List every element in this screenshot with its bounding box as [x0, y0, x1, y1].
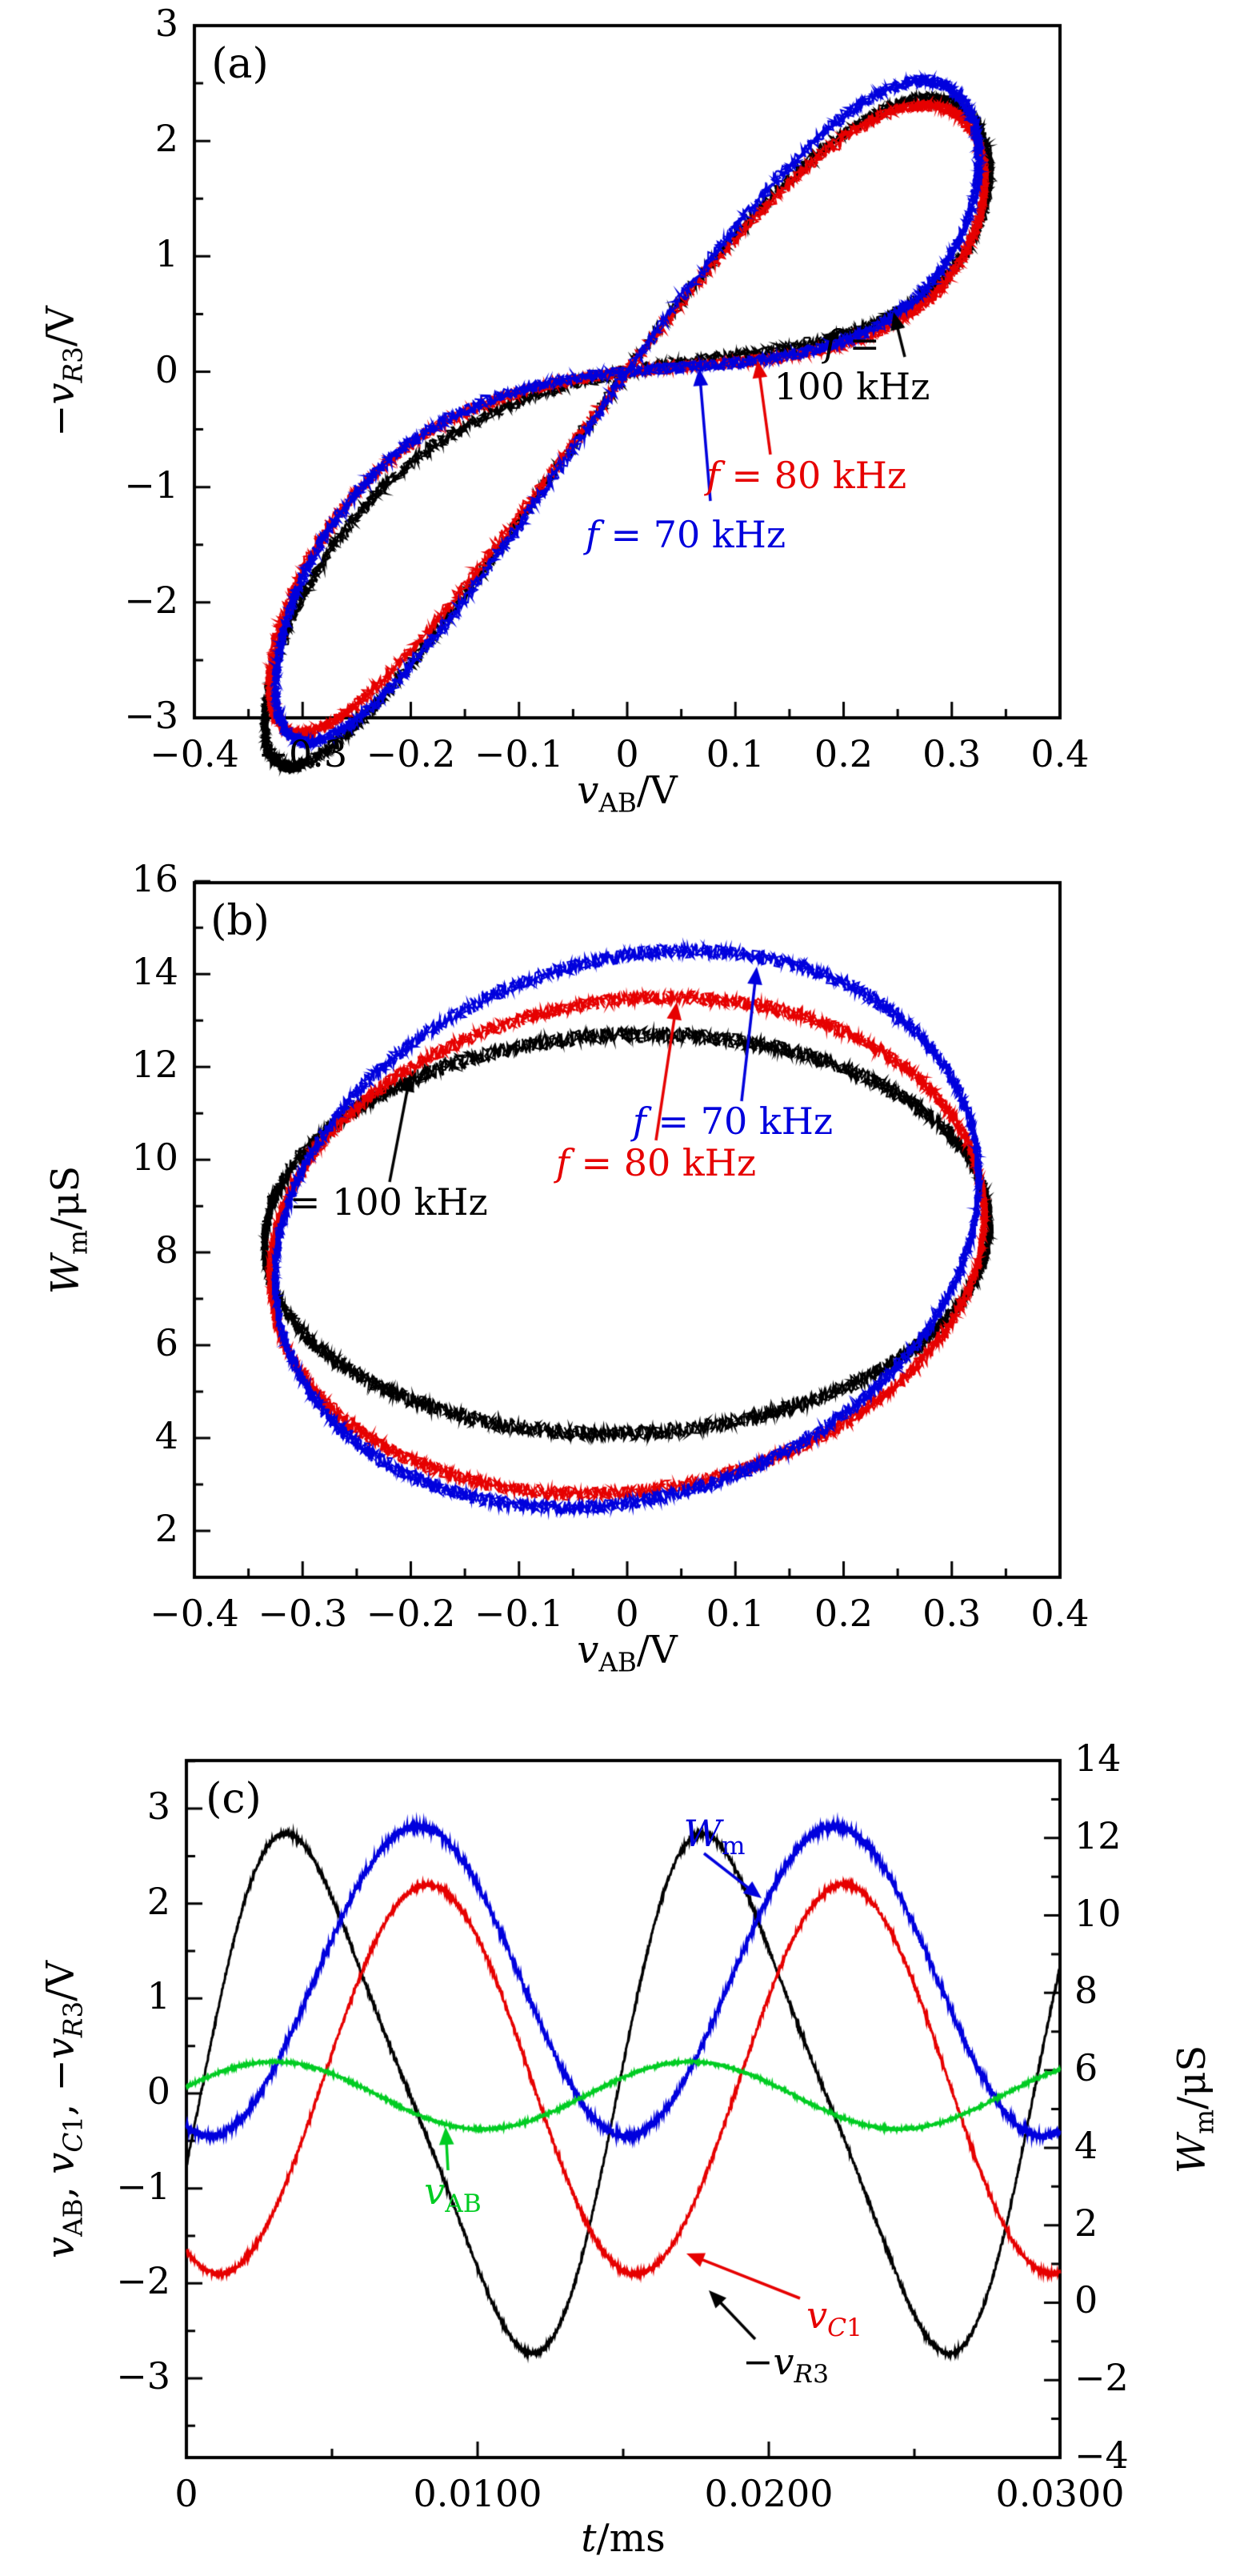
panel-c-y-tick-label: 3 [146, 1785, 170, 1829]
panel-b-x-tick-label: 0.1 [706, 1592, 765, 1635]
panel-a-y-tick-label: −3 [124, 694, 178, 737]
panel-a-x-tick-label: 0.2 [814, 732, 874, 775]
panel-a-x-axis-label: vAB/V [577, 768, 678, 819]
panel-c-y-tick-label: 0 [146, 2069, 170, 2113]
panel-c-y-right-tick-label: −2 [1074, 2356, 1129, 2400]
panel-c-y-right-tick-label: 4 [1074, 2123, 1098, 2167]
panel-c-y-tick-label: 1 [146, 1974, 170, 2018]
panel-c-y-axis-left-label: vAB, vC1, −vR3/V [38, 1960, 89, 2259]
panel-a-y-tick-label: 2 [154, 117, 178, 161]
panel-b-annotation-2: f = 70 kHz [632, 1100, 834, 1143]
panel-b-y-tick-label: 4 [154, 1414, 178, 1458]
panel-b-y-tick-label: 8 [154, 1228, 178, 1272]
panel-b-y-tick-label: 2 [154, 1507, 178, 1551]
panel-c-x-tick-label: 0.0300 [995, 2472, 1125, 2515]
panel-a-y-tick-label: 3 [154, 2, 178, 45]
panel-a-y-tick-label: 1 [154, 232, 178, 276]
panel-a-annotation-0: f = 100 kHz [774, 322, 930, 408]
panel-b-annotation-1: f = 80 kHz [555, 1141, 757, 1184]
panel-c-x-tick-label: 0 [174, 2472, 198, 2515]
panel-c-y-right-tick-label: 8 [1074, 1969, 1098, 2013]
panel-b-x-tick-label: −0.4 [150, 1592, 239, 1635]
panel-c-x-tick-label: 0.0200 [704, 2472, 834, 2515]
panel-c-y-tick-label: 2 [146, 1879, 170, 1923]
panel-c-y-tick-label: −2 [116, 2259, 170, 2303]
panel-b-y-tick-label: 14 [131, 950, 178, 994]
panel-b-y-tick-label: 10 [131, 1136, 178, 1180]
panel-c-x-tick-label: 0.0100 [413, 2472, 542, 2515]
panel-a-x-tick-label: −0.1 [474, 732, 564, 775]
panel-c-y-right-tick-label: 0 [1074, 2278, 1098, 2322]
panel-c-annotation-0: Wm [683, 1812, 746, 1861]
panel-b-y-axis-label: Wm/μS [43, 1165, 94, 1295]
panel-a-y-tick-label: −2 [124, 578, 178, 622]
panel-a-tag: (a) [211, 40, 269, 88]
panel-b-tag: (b) [210, 897, 270, 945]
panel-c-y-axis-right-label: Wm/μS [1170, 2045, 1220, 2174]
panel-c-y-right-tick-label: −4 [1074, 2434, 1129, 2477]
panel-a-y-tick-label: 0 [154, 347, 178, 391]
panel-b-y-tick-label: 12 [131, 1043, 178, 1087]
panel-b-x-axis-label: vAB/V [577, 1628, 678, 1678]
panel-a-y-tick-label: −1 [124, 463, 178, 507]
panel-c-y-tick-label: −1 [116, 2164, 170, 2208]
panel-c-tag: (c) [206, 1775, 262, 1823]
panel-c-annotation-3: −vR3 [742, 2340, 829, 2390]
panel-a-x-tick-label: −0.4 [150, 732, 239, 775]
panel-c-y-tick-label: −3 [116, 2354, 170, 2398]
panel-c-y-right-tick-label: 2 [1074, 2201, 1098, 2245]
panel-a-x-tick-label: −0.2 [366, 732, 456, 775]
panel-c-y-right-tick-label: 14 [1074, 1737, 1122, 1780]
panel-a-x-tick-label: 0.1 [706, 732, 765, 775]
panel-b-x-tick-label: 0.3 [922, 1592, 982, 1635]
panel-c-annotation-2: vC1 [806, 2294, 862, 2343]
panel-a-x-tick-label: 0 [615, 732, 639, 775]
panel-b-x-tick-label: 0.2 [814, 1592, 874, 1635]
panel-c-x-axis-label: t/ms [581, 2516, 666, 2561]
panel-c-y-right-tick-label: 6 [1074, 2046, 1098, 2090]
panel-a-y-axis-label: −vR3/V [38, 306, 89, 437]
panel-a-x-tick-label: −0.3 [258, 732, 348, 775]
panel-b-x-tick-label: −0.1 [474, 1592, 564, 1635]
panel-c-annotation-1: vAB [424, 2169, 482, 2219]
panel-a-annotation-1: f = 80 kHz [706, 454, 907, 497]
panel-c-y-right-tick-label: 12 [1074, 1813, 1122, 1857]
panel-b-y-tick-label: 16 [131, 857, 178, 901]
panel-b-x-tick-label: 0 [615, 1592, 639, 1635]
panel-b-x-tick-label: −0.2 [366, 1592, 456, 1635]
panel-a-x-tick-label: 0.4 [1030, 732, 1090, 775]
panel-b-y-tick-label: 6 [154, 1321, 178, 1365]
panel-c-y-right-tick-label: 10 [1074, 1891, 1122, 1935]
panel-b-x-tick-label: 0.4 [1030, 1592, 1090, 1635]
panel-b-x-tick-label: −0.3 [258, 1592, 348, 1635]
panel-a-x-tick-label: 0.3 [922, 732, 982, 775]
panel-b-annotation-0: f = 100 kHz [264, 1180, 488, 1224]
panel-a-annotation-2: f = 70 kHz [585, 513, 786, 556]
